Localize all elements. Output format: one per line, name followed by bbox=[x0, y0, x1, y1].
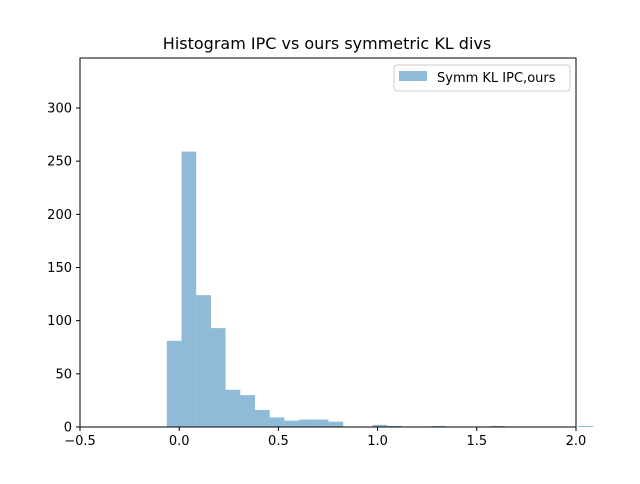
x-tick-label: −0.5 bbox=[64, 434, 96, 449]
legend-label: Symm KL IPC,ours bbox=[437, 71, 556, 86]
histogram-bar bbox=[387, 425, 403, 427]
legend-box bbox=[393, 64, 571, 92]
x-tick-label: 2.0 bbox=[566, 434, 587, 449]
histogram-bar bbox=[372, 424, 388, 427]
histogram-bar bbox=[225, 389, 241, 427]
histogram-bar bbox=[196, 295, 211, 427]
x-tick-label: 0.0 bbox=[169, 434, 190, 449]
y-tick-label: 100 bbox=[47, 314, 72, 329]
histogram-bar bbox=[431, 425, 447, 427]
y-axis-ticks: 0 50 100 150 200 250 300 bbox=[47, 101, 80, 436]
x-tick-label: 0.5 bbox=[268, 434, 289, 449]
histogram-bar bbox=[269, 417, 285, 427]
plot-area-frame bbox=[79, 57, 577, 428]
histogram-bar bbox=[578, 425, 594, 427]
legend-swatch bbox=[399, 71, 427, 81]
histogram-bar bbox=[313, 419, 329, 427]
histogram-bar bbox=[284, 420, 300, 427]
y-tick-label: 200 bbox=[47, 208, 72, 223]
histogram-bar bbox=[299, 419, 314, 427]
histogram-bar bbox=[490, 425, 505, 427]
histogram-bar bbox=[181, 151, 197, 427]
histogram-bar bbox=[328, 421, 344, 427]
chart-title: Histogram IPC vs ours symmetric KL divs bbox=[163, 34, 491, 53]
histogram-bar bbox=[210, 328, 226, 427]
y-tick-label: 300 bbox=[47, 101, 72, 116]
x-tick-label: 1.5 bbox=[466, 434, 487, 449]
y-tick-label: 0 bbox=[64, 421, 72, 436]
x-tick-label: 1.0 bbox=[367, 434, 388, 449]
legend: Symm KL IPC,ours bbox=[393, 64, 571, 92]
histogram-bars bbox=[166, 151, 594, 427]
histogram-bar bbox=[255, 409, 270, 427]
histogram-bar bbox=[166, 340, 182, 427]
histogram-bar bbox=[240, 395, 256, 427]
x-axis-ticks: −0.5 0.0 0.5 1.0 1.5 2.0 bbox=[64, 427, 586, 449]
y-tick-label: 250 bbox=[47, 155, 72, 170]
y-tick-label: 50 bbox=[55, 367, 72, 382]
y-tick-label: 150 bbox=[47, 261, 72, 276]
